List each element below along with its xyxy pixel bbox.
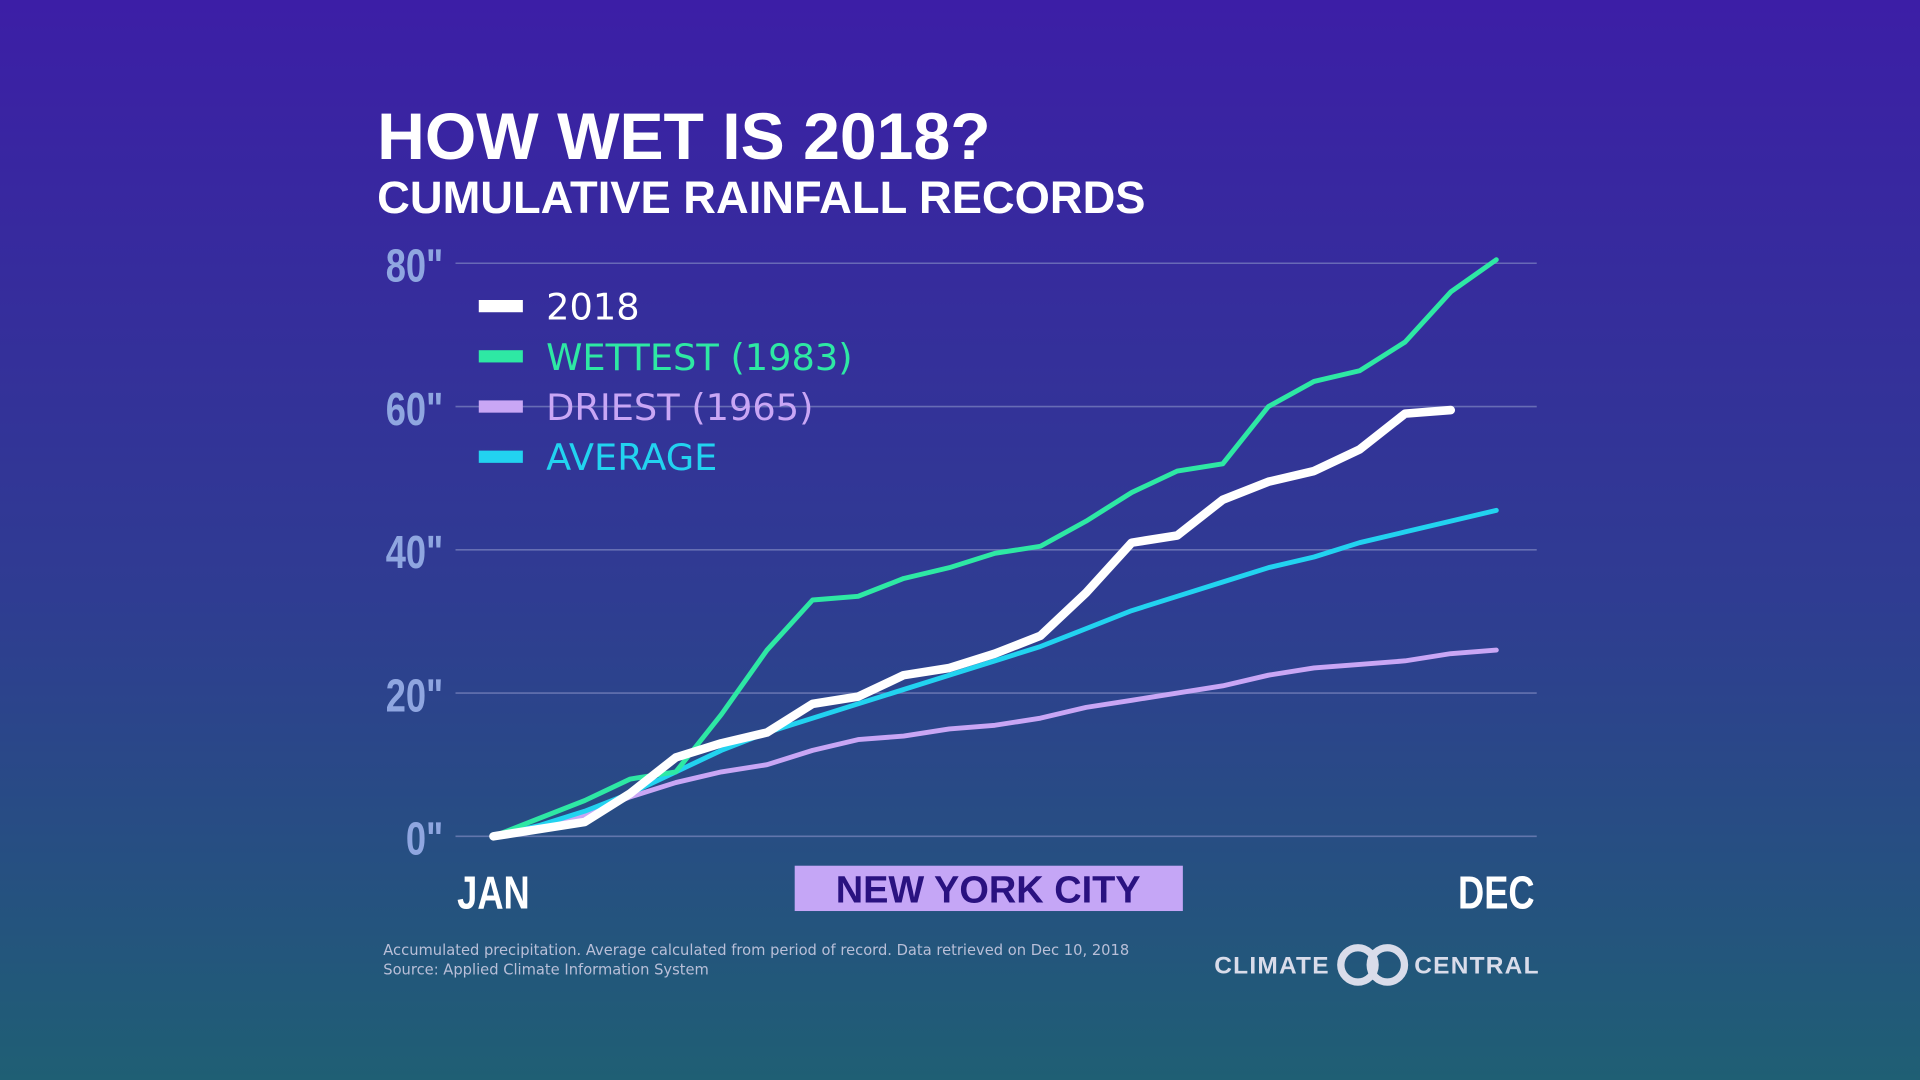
location-label: NEW YORK CITY bbox=[836, 869, 1141, 911]
series-line bbox=[491, 507, 1499, 839]
legend-swatch bbox=[478, 400, 523, 413]
y-tick-label: 0" bbox=[406, 812, 443, 864]
series-line bbox=[491, 647, 1499, 839]
legend-label: WETTEST (1983) bbox=[546, 336, 852, 379]
x-tick-label: DEC bbox=[1458, 866, 1535, 918]
legend-label: DRIEST (1965) bbox=[546, 386, 813, 429]
y-tick-label: 80" bbox=[386, 239, 444, 291]
legend-label: AVERAGE bbox=[546, 436, 717, 479]
legend-swatch bbox=[478, 300, 523, 313]
plot-area: 0" 20" 40" 60" 80" JAN DEC 2018 WETTEST (1983) DR… bbox=[386, 239, 1537, 919]
y-tick-label: 60" bbox=[386, 383, 444, 435]
source-note: Source: Applied Climate Information Syst… bbox=[383, 962, 709, 979]
logo-text: CENTRAL bbox=[1414, 952, 1539, 979]
logo-text: CLIMATE bbox=[1214, 952, 1330, 979]
legend-label: 2018 bbox=[546, 286, 639, 329]
chart-subtitle: CUMULATIVE RAINFALL RECORDS bbox=[377, 172, 1145, 223]
location-badge bbox=[794, 865, 1183, 912]
series-line bbox=[489, 405, 1456, 841]
x-tick-label: JAN bbox=[457, 866, 530, 918]
y-tick-label: 40" bbox=[386, 526, 444, 578]
note: Accumulated precipitation. Average calcu… bbox=[383, 942, 1129, 959]
logo-icon bbox=[1366, 944, 1409, 986]
y-tick-label: 20" bbox=[386, 669, 444, 721]
logo-icon bbox=[1337, 944, 1379, 986]
chart-title: HOW WET IS 2018? bbox=[377, 100, 990, 174]
legend-swatch bbox=[478, 350, 523, 363]
legend-swatch bbox=[478, 450, 523, 463]
